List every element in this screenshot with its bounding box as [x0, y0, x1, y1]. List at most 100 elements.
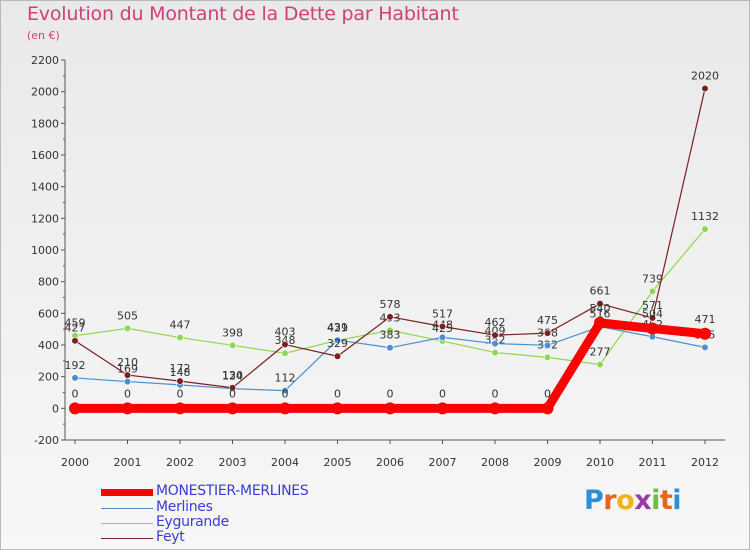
data-label-eygurande: 348	[275, 334, 296, 347]
data-label-feyt: 329	[327, 337, 348, 350]
y-tick-label: 800	[38, 276, 59, 289]
y-tick-label: 1600	[31, 149, 59, 162]
x-tick-label: 2011	[639, 456, 667, 469]
data-point-feyt	[543, 329, 552, 337]
data-point-eygurande	[123, 324, 132, 332]
data-label-eygurande: 277	[590, 345, 611, 358]
data-point-merlines	[438, 333, 447, 342]
data-label-eygurande: 505	[117, 309, 138, 322]
data-point-feyt	[491, 331, 499, 339]
data-label-monestier-merlines: 0	[544, 387, 551, 400]
data-label-feyt: 661	[590, 285, 611, 298]
data-label-merlines: 192	[65, 359, 86, 372]
data-label-merlines: 112	[275, 372, 296, 385]
legend-label-feyt: Feyt	[156, 529, 185, 545]
data-point-feyt	[228, 384, 237, 392]
x-tick-label: 2010	[586, 456, 614, 469]
data-label-feyt: 571	[642, 299, 663, 312]
y-tick-label: 600	[38, 307, 59, 320]
data-point-eygurande	[386, 326, 394, 334]
data-point-monestier-merlines	[436, 402, 449, 415]
data-label-merlines: 124	[222, 370, 243, 383]
data-point-monestier-merlines	[541, 402, 554, 415]
data-point-eygurande	[281, 349, 289, 357]
data-label-monestier-merlines: 540	[590, 302, 611, 315]
data-label-feyt: 403	[275, 326, 296, 339]
data-label-eygurande: 1132	[691, 210, 719, 223]
x-tick-label: 2008	[481, 456, 509, 469]
y-tick-label: 1200	[31, 212, 59, 225]
logo-letter: o	[616, 485, 635, 516]
x-tick-label: 2005	[324, 456, 352, 469]
data-point-merlines	[701, 343, 709, 351]
y-tick-label: -200	[34, 434, 59, 447]
x-tick-label: 2004	[271, 456, 299, 469]
proxiti-logo: Proxiti	[584, 485, 682, 516]
y-tick-label: 1800	[31, 117, 59, 130]
data-label-feyt: 130	[222, 369, 243, 382]
data-point-feyt	[71, 337, 79, 345]
data-label-feyt: 475	[537, 314, 558, 327]
legend-swatch-merlines	[101, 508, 153, 509]
chart-subtitle: (en €)	[27, 29, 60, 42]
data-point-feyt	[596, 300, 604, 308]
legend-swatch-eygurande	[101, 523, 153, 524]
data-label-monestier-merlines: 0	[334, 387, 341, 400]
data-point-eygurande	[596, 360, 604, 369]
y-tick-label: 2200	[31, 54, 59, 67]
data-label-feyt: 517	[432, 307, 453, 320]
data-point-feyt	[438, 322, 447, 331]
data-point-feyt	[386, 313, 394, 321]
x-tick-label: 2009	[534, 456, 562, 469]
data-point-monestier-merlines	[226, 402, 239, 415]
data-label-monestier-merlines: 0	[229, 387, 236, 400]
data-label-monestier-merlines: 471	[695, 313, 716, 326]
logo-letter: t	[659, 485, 673, 516]
data-point-feyt	[701, 84, 709, 93]
y-tick-label: 400	[38, 339, 59, 352]
data-label-feyt: 210	[117, 356, 138, 369]
x-tick-label: 2012	[691, 456, 719, 469]
x-tick-label: 2006	[376, 456, 404, 469]
data-label-merlines: 148	[170, 366, 191, 379]
data-label-monestier-merlines: 0	[387, 387, 394, 400]
data-point-feyt	[176, 377, 184, 385]
data-label-merlines: 383	[380, 329, 401, 342]
data-point-eygurande	[543, 353, 552, 361]
y-tick-label: 200	[38, 371, 59, 384]
data-point-monestier-merlines	[331, 402, 344, 415]
data-label-feyt: 427	[65, 322, 86, 335]
data-point-monestier-merlines	[594, 316, 606, 329]
data-label-merlines: 516	[590, 308, 611, 321]
logo-letter: i	[672, 485, 682, 516]
x-tick-label: 2007	[429, 456, 457, 469]
data-point-monestier-merlines	[121, 402, 134, 415]
x-tick-label: 2000	[61, 456, 89, 469]
data-label-eygurande: 429	[327, 321, 348, 334]
logo-letter: P	[584, 485, 604, 516]
data-label-monestier-merlines: 0	[282, 387, 289, 400]
data-point-feyt	[123, 371, 132, 379]
data-label-monestier-merlines: 504	[642, 308, 663, 321]
x-tick-label: 2001	[114, 456, 142, 469]
data-label-monestier-merlines: 0	[492, 387, 499, 400]
logo-letter: x	[634, 485, 652, 516]
data-point-merlines	[123, 377, 132, 386]
x-tick-label: 2003	[219, 456, 247, 469]
data-point-merlines	[491, 339, 499, 348]
y-tick-label: 2000	[31, 86, 59, 99]
data-point-monestier-merlines	[69, 402, 81, 415]
y-tick-label: 1000	[31, 244, 59, 257]
x-tick-label: 2002	[166, 456, 194, 469]
data-point-monestier-merlines	[699, 327, 711, 340]
logo-letter: i	[651, 485, 660, 516]
legend-swatch-feyt	[101, 538, 153, 539]
data-point-eygurande	[701, 225, 709, 233]
data-label-feyt: 578	[380, 298, 401, 311]
data-point-eygurande	[176, 333, 184, 342]
data-point-monestier-merlines	[174, 402, 186, 415]
data-point-merlines	[281, 387, 289, 395]
data-label-eygurande: 398	[222, 326, 243, 339]
data-point-merlines	[71, 374, 79, 382]
